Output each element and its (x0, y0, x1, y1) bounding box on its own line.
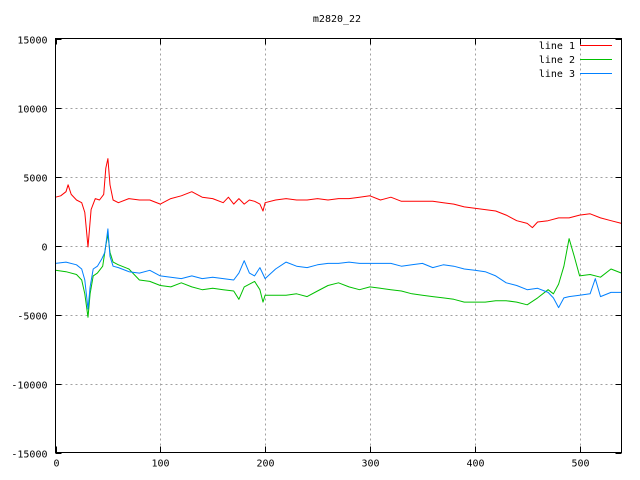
x-tick-label: 0 (53, 459, 59, 470)
y-tick-label: 0 (41, 243, 47, 254)
x-tick-label: 500 (571, 459, 589, 470)
y-tick-label: -5000 (17, 312, 47, 323)
series-line-1 (55, 158, 622, 248)
grid (55, 38, 622, 453)
y-tick-label: 15000 (17, 36, 47, 47)
y-tick-label: -15000 (11, 450, 47, 461)
axes: 0 100 200 300 400 500 -15000 -10000 -5000 0 5000 10… (11, 36, 622, 470)
x-tick-label: 100 (151, 459, 169, 470)
x-tick-label: 300 (361, 459, 379, 470)
x-tick-label: 400 (466, 459, 484, 470)
plot-frame (55, 38, 622, 453)
x-tick-label: 200 (256, 459, 274, 470)
plot-series (55, 158, 622, 318)
series-line-3 (55, 228, 622, 310)
legend-label-3: line 3 (539, 69, 575, 80)
legend: line 1 line 2 line 3 (539, 41, 612, 80)
chart-title: m2820_22 (313, 14, 361, 25)
y-tick-label: -10000 (11, 381, 47, 392)
legend-label-1: line 1 (539, 41, 575, 52)
y-tick-label: 5000 (23, 174, 47, 185)
y-tick-label: 10000 (17, 105, 47, 116)
legend-label-2: line 2 (539, 55, 575, 66)
